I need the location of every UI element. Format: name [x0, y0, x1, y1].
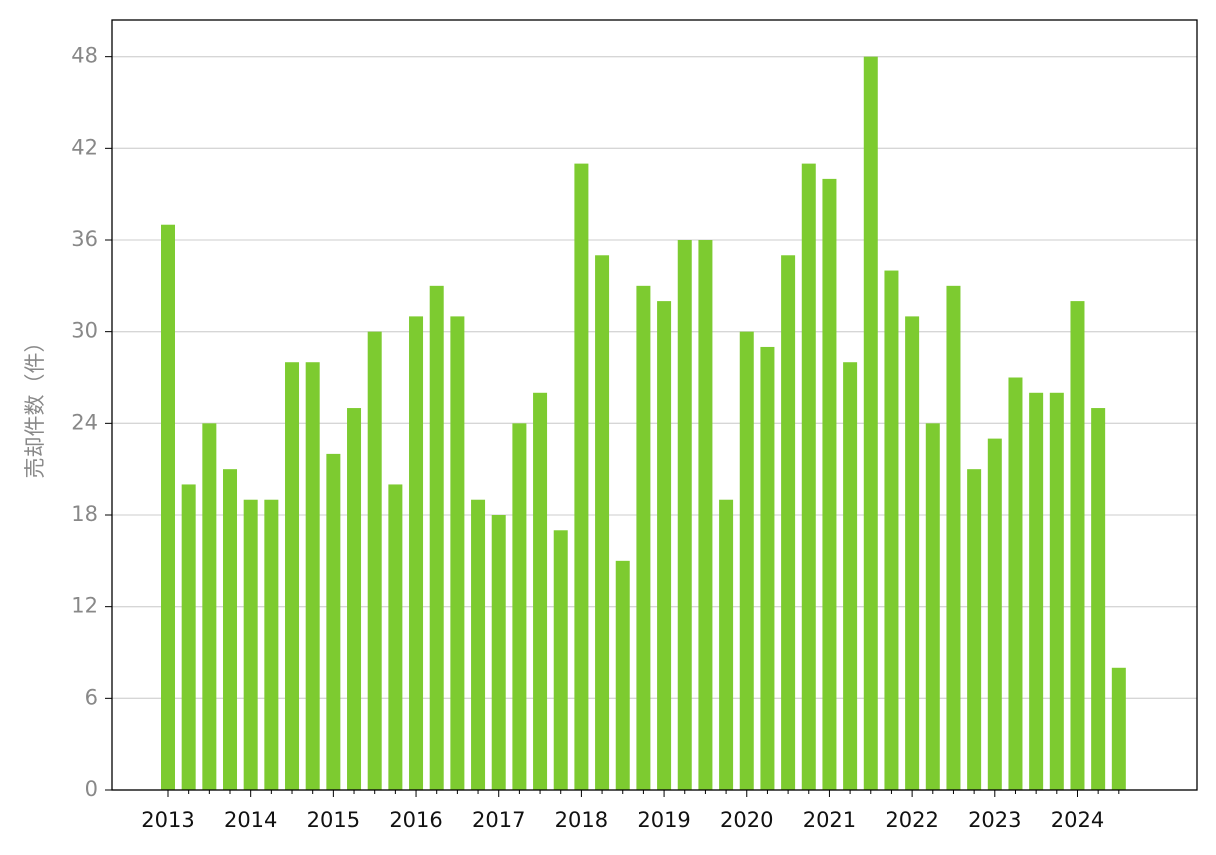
- y-tick-label: 42: [71, 135, 98, 159]
- bar: [264, 499, 279, 790]
- bar: [305, 362, 320, 790]
- bar: [533, 392, 548, 790]
- bar: [863, 56, 878, 790]
- bar: [243, 499, 258, 790]
- bar: [822, 178, 837, 790]
- x-tick-label: 2024: [1051, 808, 1104, 832]
- bar: [347, 408, 362, 790]
- x-tick-label: 2023: [968, 808, 1021, 832]
- bar: [491, 515, 506, 790]
- y-tick-label: 18: [71, 502, 98, 526]
- y-tick-label: 30: [71, 319, 98, 343]
- x-tick-label: 2016: [389, 808, 442, 832]
- bar: [843, 362, 858, 790]
- bar: [388, 484, 403, 790]
- bar: [471, 499, 486, 790]
- bar: [181, 484, 196, 790]
- bar: [1049, 392, 1064, 790]
- y-tick-label: 36: [71, 227, 98, 251]
- bar: [781, 255, 796, 790]
- y-tick-label: 48: [71, 44, 98, 68]
- bar: [285, 362, 300, 790]
- bar: [987, 438, 1002, 790]
- bar: [429, 285, 444, 790]
- x-tick-label: 2022: [885, 808, 938, 832]
- bar: [884, 270, 899, 790]
- bar: [739, 331, 754, 790]
- y-tick-label: 6: [85, 685, 98, 709]
- bar: [553, 530, 568, 790]
- plot-frame: [111, 19, 1198, 791]
- bar: [1111, 667, 1126, 790]
- x-tick-label: 2021: [803, 808, 856, 832]
- bar: [801, 163, 816, 791]
- bar: [223, 469, 238, 790]
- bar: [760, 346, 775, 790]
- x-tick-label: 2014: [224, 808, 277, 832]
- bar: [1070, 301, 1085, 790]
- bar: [574, 163, 589, 791]
- y-tick-label: 24: [71, 410, 98, 434]
- x-tick-label: 2020: [720, 808, 773, 832]
- bar: [925, 423, 940, 790]
- bar: [450, 316, 465, 790]
- x-tick-label: 2017: [472, 808, 525, 832]
- bar: [615, 560, 630, 790]
- bar: [698, 240, 713, 790]
- bar: [367, 331, 382, 790]
- bar: [636, 285, 651, 790]
- bar: [905, 316, 920, 790]
- y-axis-label: 売却件数（件）: [23, 332, 47, 479]
- bar: [1091, 408, 1106, 790]
- y-tick-label: 0: [85, 777, 98, 801]
- bar: [512, 423, 527, 790]
- y-tick-label: 12: [71, 594, 98, 618]
- x-tick-label: 2015: [307, 808, 360, 832]
- x-tick-label: 2018: [555, 808, 608, 832]
- bar: [202, 423, 217, 790]
- bar: [967, 469, 982, 790]
- bar: [161, 224, 175, 790]
- x-tick-label: 2013: [141, 808, 194, 832]
- bar: [595, 255, 610, 790]
- bar: [677, 240, 692, 790]
- bar: [326, 453, 341, 790]
- bar: [1008, 377, 1023, 790]
- bar: [946, 285, 961, 790]
- bar: [1029, 392, 1044, 790]
- bar: [719, 499, 734, 790]
- bar: [409, 316, 424, 790]
- x-tick-label: 2019: [637, 808, 690, 832]
- bar: [657, 301, 672, 790]
